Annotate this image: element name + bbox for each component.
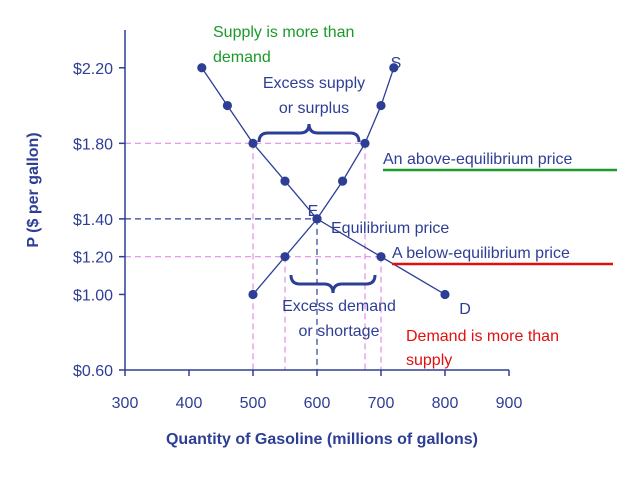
demand-point <box>376 252 386 262</box>
supply-more-line2: demand <box>213 49 271 66</box>
excess-demand-line2: or shortage <box>299 323 380 340</box>
demand-point <box>248 138 258 148</box>
below-equilibrium-text: A below-equilibrium price <box>392 245 570 262</box>
above-equilibrium-text: An above-equilibrium price <box>383 151 573 168</box>
excess-supply-brace <box>257 123 361 143</box>
x-tick-label: 800 <box>432 395 459 412</box>
guide-lines <box>125 142 382 370</box>
supply-point <box>389 63 399 73</box>
x-tick-label: 400 <box>176 395 203 412</box>
data-points <box>197 63 450 300</box>
excess-supply-line1: Excess supply <box>263 75 365 92</box>
demand-curve-label: D <box>459 301 471 318</box>
axes: $0.60 $1.00 $1.20 $1.40 $1.80 $2.20 300 400 500 6… <box>73 30 522 412</box>
y-tick-label: $0.60 <box>73 363 113 380</box>
x-tick-label: 500 <box>240 395 267 412</box>
supply-more-line1: Supply is more than <box>213 24 354 41</box>
excess-supply-line2: or surplus <box>279 100 349 117</box>
supply-curve-label: S <box>391 55 402 72</box>
excess-demand-line1: Excess demand <box>282 298 396 315</box>
y-tick-label: $1.00 <box>73 287 113 304</box>
demand-more-line1: Demand is more than <box>406 328 559 345</box>
demand-point <box>440 289 450 300</box>
x-tick-label: 300 <box>112 395 139 412</box>
demand-more-line2: supply <box>406 352 452 369</box>
braces <box>257 123 377 294</box>
equilibrium-label: E <box>308 203 319 220</box>
x-tick-label: 600 <box>304 395 331 412</box>
y-axis-title: P ($ per gallon) <box>25 132 42 247</box>
y-tick-label: $1.20 <box>73 250 113 267</box>
x-tick-label: 700 <box>368 395 395 412</box>
x-tick-label: 900 <box>496 395 523 412</box>
demand-point <box>222 100 232 111</box>
demand-point <box>280 176 290 186</box>
supply-point <box>360 138 370 148</box>
supply-point <box>280 252 290 262</box>
y-tick-label: $1.40 <box>73 212 113 229</box>
supply-point <box>312 214 322 224</box>
y-tick-label: $2.20 <box>73 61 113 78</box>
y-tick-label: $1.80 <box>73 136 113 153</box>
x-axis-title: Quantity of Gasoline (millions of gallon… <box>166 431 478 448</box>
supply-point <box>376 100 386 111</box>
supply-point <box>248 289 258 300</box>
supply-point <box>338 176 348 186</box>
excess-demand-brace <box>289 274 377 294</box>
demand-point <box>197 63 207 73</box>
equilibrium-price-text: Equilibrium price <box>331 220 449 237</box>
